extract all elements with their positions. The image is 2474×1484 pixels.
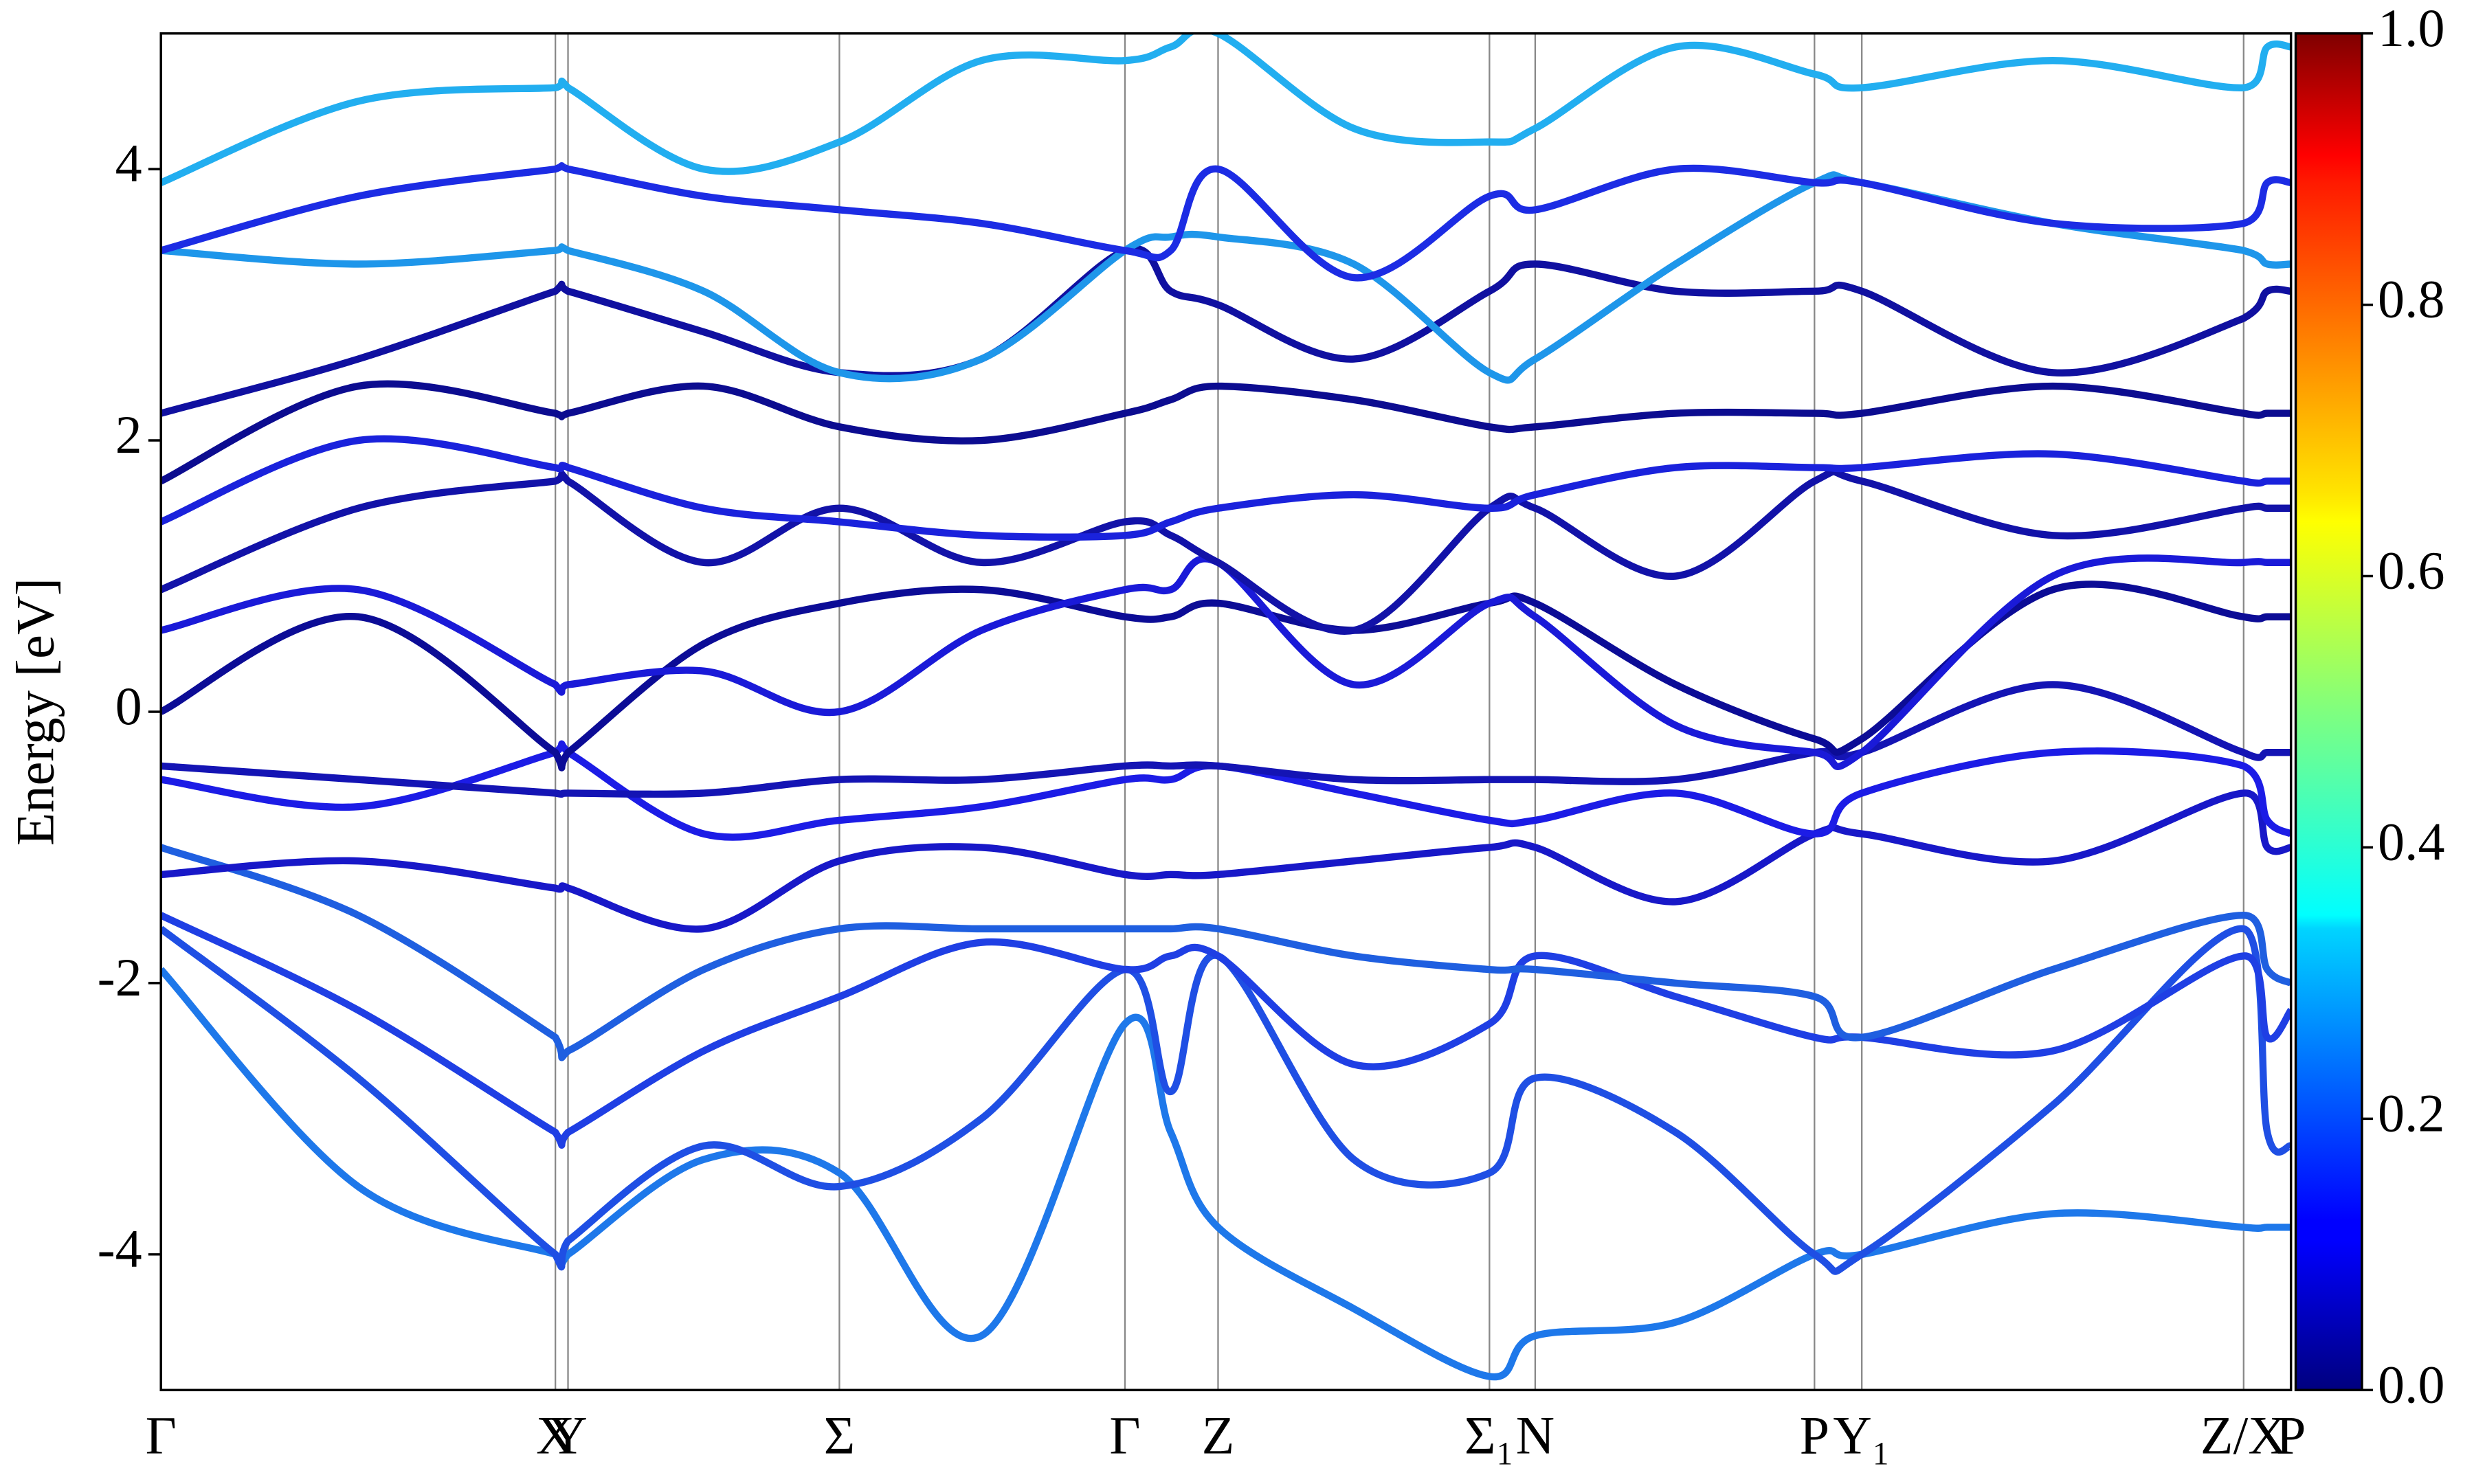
y-tick-label: 2 xyxy=(115,405,142,464)
x-tick-label: Y xyxy=(548,1405,587,1465)
y-tick-label: 0 xyxy=(115,676,142,736)
y-axis-label: Energy [eV] xyxy=(5,578,65,846)
x-tick-label: Γ xyxy=(146,1405,177,1465)
colorbar-tick-label: 0.4 xyxy=(2378,811,2445,871)
plot-frame xyxy=(159,32,2293,1392)
band xyxy=(161,161,2291,282)
x-tick-label: Γ xyxy=(1109,1405,1140,1465)
band xyxy=(161,33,2291,186)
band xyxy=(161,468,2291,636)
band xyxy=(161,967,2291,1381)
band xyxy=(161,435,2291,541)
colorbar-tick-label: 0.2 xyxy=(2378,1083,2445,1143)
colorbar-tick-label: 0.0 xyxy=(2378,1354,2445,1414)
x-tick-label: Σ xyxy=(824,1405,855,1465)
band xyxy=(161,380,2291,484)
x-tick-label: P xyxy=(1800,1405,1829,1465)
y-tick-label: -2 xyxy=(98,947,142,1007)
colorbar xyxy=(2294,32,2363,1392)
colorbar-tick-label: 1.0 xyxy=(2378,0,2445,58)
x-tick-label: P xyxy=(2276,1405,2306,1465)
band xyxy=(161,245,2291,417)
y-tick-label: 4 xyxy=(115,133,142,193)
bands xyxy=(161,33,2291,1381)
band xyxy=(161,844,2291,1061)
x-tick-label: Σ₁ xyxy=(1464,1405,1515,1465)
band xyxy=(161,554,2291,770)
colorbar-tick-label: 0.6 xyxy=(2378,540,2445,600)
y-tick-label: -4 xyxy=(98,1219,142,1279)
x-tick-label: Z/X xyxy=(2200,1405,2287,1465)
band xyxy=(161,912,2291,1149)
band xyxy=(161,789,2291,933)
x-tick-label: X xyxy=(536,1405,575,1465)
colorbar-tick-label: 0.8 xyxy=(2378,269,2445,328)
band xyxy=(161,681,2291,798)
band xyxy=(161,925,2291,1275)
x-tick-label: Y₁ xyxy=(1833,1405,1891,1465)
band xyxy=(161,581,2291,772)
x-tick-label: Z xyxy=(1202,1405,1235,1465)
x-tick-label: N xyxy=(1516,1405,1554,1465)
